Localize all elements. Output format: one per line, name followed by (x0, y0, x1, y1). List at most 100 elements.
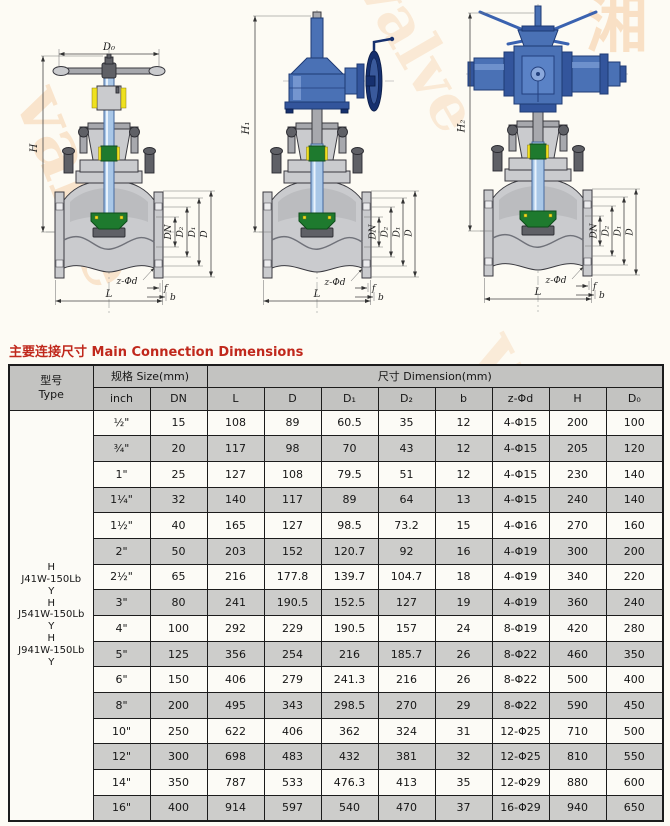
table-cell: 4-Φ19 (491, 537, 550, 565)
table-cell: 500 (605, 717, 664, 745)
type-line: J941W-150Lb (18, 644, 85, 656)
table-cell: 14" (92, 769, 151, 796)
table-row: 1½" 40 165 127 98.5 73.2 15 4-Φ16 270 160 (9, 512, 664, 539)
type-line: H (47, 632, 56, 644)
dim-label-zd: z-Φd (116, 277, 138, 287)
table-cell: 1" (92, 460, 151, 488)
table-cell: 8-Φ22 (491, 692, 550, 719)
table-cell: 127 (377, 589, 436, 616)
table-cell: 29 (434, 692, 493, 719)
table-cell: 250 (149, 717, 208, 745)
type-line: H (47, 597, 56, 609)
table-cell: 298.5 (320, 692, 379, 719)
table-cell: 220 (605, 563, 664, 591)
table-cell: 230 (548, 460, 607, 488)
table-cell: 940 (548, 794, 607, 822)
table-cell: 177.8 (263, 563, 322, 591)
col-header-zd: z-Φd (491, 386, 550, 411)
table-cell: 362 (320, 717, 379, 745)
table-row: 6" 150 406 279 241.3 216 26 8-Φ22 500 400 (9, 666, 664, 694)
table-cell: 240 (548, 486, 607, 514)
table-cell: 200 (149, 692, 208, 719)
table-cell: 216 (320, 640, 379, 668)
table-cell: 127 (263, 512, 322, 539)
table-cell: ¾" (92, 435, 151, 462)
table-row: 2½" 65 216 177.8 139.7 104.7 18 4-Φ19 340 220 (9, 563, 664, 591)
table-cell: 117 (263, 486, 322, 514)
table-cell: 37 (434, 794, 493, 822)
table-cell: 35 (377, 409, 436, 437)
table-header-row-columns: inch DN L D D₁ D₂ b z-Φd H D₀ (9, 386, 664, 411)
table-cell: 100 (149, 615, 208, 642)
table-cell: 3" (92, 589, 151, 616)
table-cell: 152 (263, 537, 322, 565)
table-cell: 25 (149, 460, 208, 488)
table-cell: 914 (206, 794, 265, 822)
table-cell: 622 (206, 717, 265, 745)
type-line: Y (48, 621, 55, 633)
table-cell: 157 (377, 615, 436, 642)
table-row: 12" 300 698 483 432 381 32 12-Φ25 810 550 (9, 743, 664, 771)
table-cell: 432 (320, 743, 379, 771)
table-row: 16" 400 914 597 540 470 37 16-Φ29 940 650 (9, 794, 664, 822)
table-cell: 810 (548, 743, 607, 771)
dim-label-f: f (371, 284, 377, 294)
table-cell: 533 (263, 769, 322, 796)
dim-label-dn: DN (590, 222, 600, 239)
table-cell: 65 (149, 563, 208, 591)
table-cell: 26 (434, 666, 493, 694)
col-header-d2: D₂ (377, 386, 436, 411)
table-cell: 4" (92, 615, 151, 642)
col-header-l: L (206, 386, 265, 411)
table-cell: 89 (263, 409, 322, 437)
table-cell: 4-Φ15 (491, 460, 550, 488)
valve-drawings-row: D₀ H DN D₂ D₁ D L z-Φd (0, 0, 670, 338)
table-cell: 450 (605, 692, 664, 719)
table-cell: 8-Φ19 (491, 615, 550, 642)
dim-label-d1: D₁ (614, 226, 624, 238)
table-cell: 31 (434, 717, 493, 745)
table-cell: 476.3 (320, 769, 379, 796)
table-cell: 160 (605, 512, 664, 539)
table-cell: 470 (377, 794, 436, 822)
table-cell: 18 (434, 563, 493, 591)
table-cell: 216 (377, 666, 436, 694)
dim-label-d: D (626, 228, 636, 236)
col-header-b: b (434, 386, 493, 411)
dim-label-d1: D₁ (393, 227, 403, 239)
col-header-inch: inch (92, 386, 151, 411)
dim-label-h2: H₂ (457, 120, 468, 134)
table-row: 1" 25 127 108 79.5 51 12 4-Φ15 230 140 (9, 460, 664, 488)
table-cell: 100 (605, 409, 664, 437)
dim-label-zd: z-Φd (324, 278, 346, 288)
table-cell: 64 (377, 486, 436, 514)
table-cell: 350 (605, 640, 664, 668)
table-cell: 241 (206, 589, 265, 616)
table-cell: 4-Φ15 (491, 409, 550, 437)
table-cell: 12-Φ25 (491, 717, 550, 745)
table-cell: 13 (434, 486, 493, 514)
table-cell: 104.7 (377, 563, 436, 591)
table-cell: 300 (548, 537, 607, 565)
col-header-d: D (263, 386, 322, 411)
valve-drawing-gear: H₁ DN D₂ D₁ D L z-Φd f (241, 10, 419, 314)
table-cell: 500 (548, 666, 607, 694)
table-cell: 787 (206, 769, 265, 796)
table-cell: 139.7 (320, 563, 379, 591)
dim-label-d2: D₂ (381, 226, 391, 238)
table-cell: 650 (605, 794, 664, 822)
table-cell: 6" (92, 666, 151, 694)
table-cell: 229 (263, 615, 322, 642)
table-cell: 2½" (92, 563, 151, 591)
table-cell: 12 (434, 435, 493, 462)
table-cell: 19 (434, 589, 493, 616)
table-cell: 356 (206, 640, 265, 668)
table-cell: 4-Φ16 (491, 512, 550, 539)
table-row: 8" 200 495 343 298.5 270 29 8-Φ22 590 450 (9, 692, 664, 719)
table-row: H J41W-150Lb Y H J541W-150Lb Y H J941W-150Lb Y ½"… (8, 409, 664, 822)
dim-label-b: b (378, 293, 384, 303)
table-cell: 880 (548, 769, 607, 796)
table-cell: 26 (434, 640, 493, 668)
table-cell: 92 (377, 537, 436, 565)
